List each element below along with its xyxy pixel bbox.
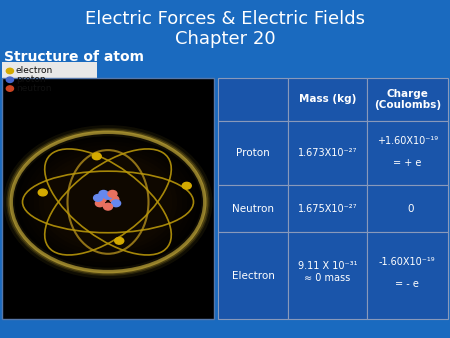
FancyBboxPatch shape <box>367 78 448 121</box>
Text: -1.60X10⁻¹⁹: -1.60X10⁻¹⁹ <box>379 258 436 267</box>
Text: Charge
(Coulombs): Charge (Coulombs) <box>374 89 441 110</box>
Text: Structure of atom: Structure of atom <box>4 50 144 64</box>
FancyBboxPatch shape <box>218 233 288 319</box>
Circle shape <box>99 191 108 197</box>
Text: Proton: Proton <box>236 148 270 158</box>
Circle shape <box>92 153 101 160</box>
Text: = + e: = + e <box>393 158 422 168</box>
Text: 0: 0 <box>407 204 414 214</box>
FancyBboxPatch shape <box>367 233 448 319</box>
Text: +1.60X10⁻¹⁹: +1.60X10⁻¹⁹ <box>377 137 438 146</box>
Text: Neutron: Neutron <box>232 204 274 214</box>
Circle shape <box>115 237 124 244</box>
Text: = - e: = - e <box>395 280 419 289</box>
Circle shape <box>108 191 117 197</box>
Circle shape <box>110 196 119 202</box>
Circle shape <box>6 68 14 74</box>
Circle shape <box>104 203 112 210</box>
Text: Chapter 20: Chapter 20 <box>175 30 275 48</box>
Circle shape <box>95 200 104 207</box>
Text: 1.675X10⁻²⁷: 1.675X10⁻²⁷ <box>297 204 357 214</box>
Text: Electric Forces & Electric Fields: Electric Forces & Electric Fields <box>85 9 365 28</box>
Ellipse shape <box>44 155 172 248</box>
FancyBboxPatch shape <box>288 233 367 319</box>
Ellipse shape <box>39 152 177 252</box>
Text: neutron: neutron <box>16 84 51 93</box>
FancyBboxPatch shape <box>218 121 288 185</box>
Circle shape <box>112 200 121 207</box>
Circle shape <box>97 196 106 202</box>
Circle shape <box>104 192 112 199</box>
FancyBboxPatch shape <box>218 185 288 233</box>
Text: ≈ 0 mass: ≈ 0 mass <box>304 273 351 283</box>
FancyBboxPatch shape <box>2 78 214 319</box>
Text: Electron: Electron <box>232 271 274 281</box>
Text: Mass (kg): Mass (kg) <box>299 95 356 104</box>
FancyBboxPatch shape <box>2 62 97 90</box>
Ellipse shape <box>29 145 187 259</box>
Text: 9.11 X 10⁻³¹: 9.11 X 10⁻³¹ <box>297 261 357 271</box>
Text: 1.673X10⁻²⁷: 1.673X10⁻²⁷ <box>298 148 357 158</box>
Circle shape <box>6 86 14 91</box>
Text: proton: proton <box>16 75 45 84</box>
Text: electron: electron <box>16 67 53 75</box>
FancyBboxPatch shape <box>367 185 448 233</box>
Circle shape <box>94 195 103 201</box>
Ellipse shape <box>14 134 202 270</box>
FancyBboxPatch shape <box>367 121 448 185</box>
Ellipse shape <box>19 138 197 266</box>
FancyBboxPatch shape <box>218 78 288 121</box>
Circle shape <box>38 189 47 196</box>
Ellipse shape <box>34 148 182 256</box>
FancyBboxPatch shape <box>288 121 367 185</box>
FancyBboxPatch shape <box>288 185 367 233</box>
Circle shape <box>6 77 14 82</box>
Ellipse shape <box>24 141 192 263</box>
FancyBboxPatch shape <box>288 78 367 121</box>
Circle shape <box>182 183 191 189</box>
